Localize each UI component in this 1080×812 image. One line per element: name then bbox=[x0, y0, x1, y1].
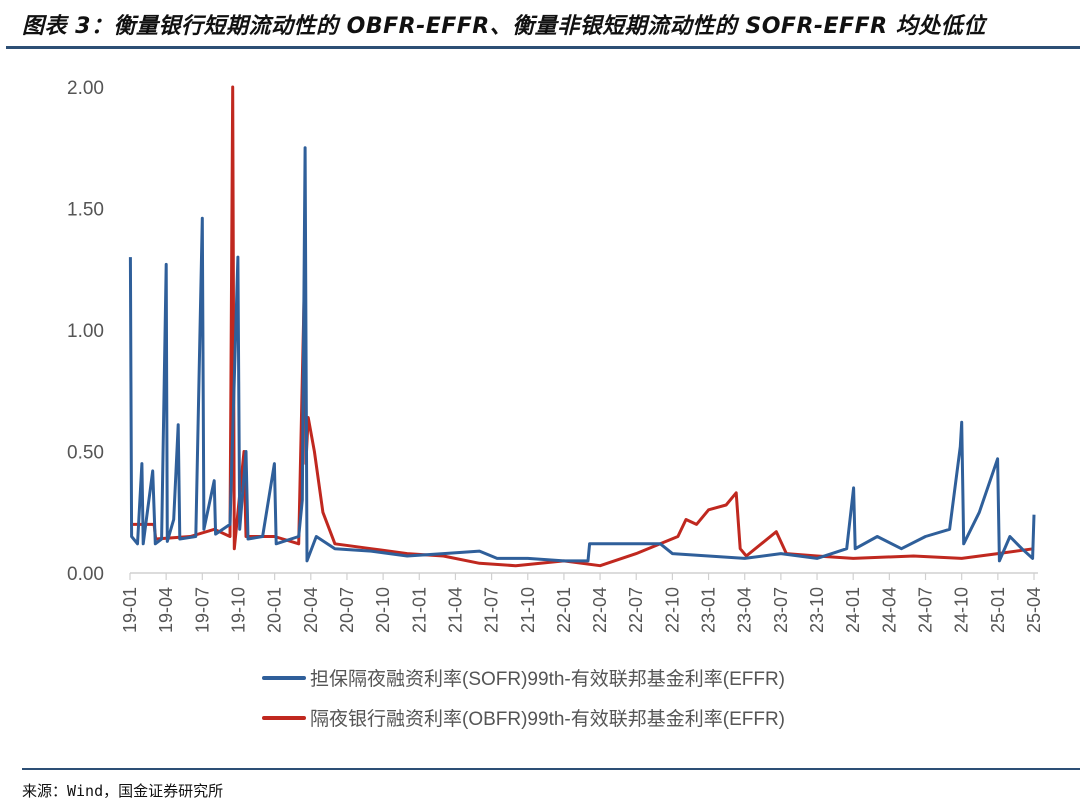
series-line-sofr-effr bbox=[128, 146, 1036, 563]
legend-label: 隔夜银行融资利率(OBFR)99th-有效联邦基金利率(EFFR) bbox=[310, 709, 786, 730]
x-tick-label: 23-04 bbox=[735, 587, 755, 633]
legend-item-sofr: 担保隔夜融资利率(SOFR)99th-有效联邦基金利率(EFFR) bbox=[262, 664, 785, 691]
title-divider bbox=[6, 46, 1080, 49]
x-tick-label: 20-04 bbox=[301, 587, 321, 633]
x-tick-label: 19-07 bbox=[192, 587, 212, 633]
x-tick-label: 19-10 bbox=[228, 587, 248, 633]
legend-label: 担保隔夜融资利率(SOFR)99th-有效联邦基金利率(EFFR) bbox=[310, 669, 786, 690]
legend-swatch-red bbox=[262, 715, 306, 720]
x-tick-label: 22-07 bbox=[626, 587, 646, 633]
x-tick-label: 21-07 bbox=[482, 587, 502, 633]
axes: 0.00 0.50 1.00 1.50 2.00 19-01 19-04 19-07 19-10… bbox=[67, 78, 1044, 633]
y-tick-label: 0.00 bbox=[67, 564, 104, 585]
x-tick-label: 24-07 bbox=[916, 587, 936, 633]
line-chart: 0.00 0.50 1.00 1.50 2.00 19-01 19-04 19-07 19-10… bbox=[67, 78, 1044, 633]
y-tick-label: 1.00 bbox=[67, 321, 104, 342]
x-tick-label: 20-01 bbox=[265, 587, 285, 633]
x-tick-label: 19-04 bbox=[156, 587, 176, 633]
x-tick-label: 23-10 bbox=[807, 587, 827, 633]
x-tick-label: 22-01 bbox=[554, 587, 574, 633]
x-tick-label: 23-01 bbox=[699, 587, 719, 633]
series-line-obfr-effr bbox=[130, 85, 1035, 568]
x-tick-label: 20-07 bbox=[337, 587, 357, 633]
x-tick-label: 25-04 bbox=[1024, 587, 1044, 633]
x-tick-label: 20-10 bbox=[373, 587, 393, 633]
legend-item-obfr: 隔夜银行融资利率(OBFR)99th-有效联邦基金利率(EFFR) bbox=[262, 704, 785, 731]
x-tick-label: 21-01 bbox=[409, 587, 429, 633]
y-tick-label: 1.50 bbox=[67, 200, 104, 221]
x-tick-label: 24-01 bbox=[843, 587, 863, 633]
x-tick-label: 24-04 bbox=[879, 587, 899, 633]
x-tick-label: 22-04 bbox=[590, 587, 610, 633]
x-tick-label: 23-07 bbox=[771, 587, 791, 633]
x-tick-label: 21-10 bbox=[518, 587, 538, 633]
x-tick-label: 19-01 bbox=[120, 587, 140, 633]
x-tick-label: 24-10 bbox=[952, 587, 972, 633]
y-tick-label: 2.00 bbox=[67, 78, 104, 99]
figure-title: 图表 3：衡量银行短期流动性的 OBFR-EFFR、衡量非银短期流动性的 SOF… bbox=[22, 14, 986, 39]
x-tick-label: 22-10 bbox=[662, 587, 682, 633]
legend-swatch-blue bbox=[262, 675, 306, 680]
source-note: 来源：Wind，国金证券研究所 bbox=[22, 782, 224, 800]
x-tick-label: 25-01 bbox=[988, 587, 1008, 633]
y-tick-label: 0.50 bbox=[67, 443, 104, 464]
x-tick-label: 21-04 bbox=[445, 587, 465, 633]
series-lines bbox=[128, 85, 1036, 568]
footer-divider bbox=[22, 768, 1080, 770]
